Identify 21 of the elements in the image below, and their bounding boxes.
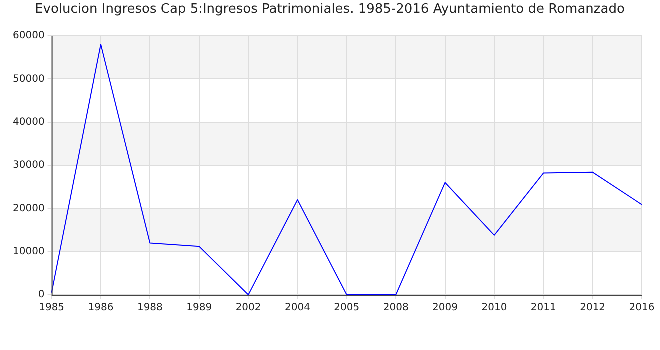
y-tick-label: 20000: [13, 203, 45, 214]
y-tick-label: 10000: [13, 246, 45, 258]
y-tick-label: 60000: [13, 30, 45, 42]
x-tick-label: 2008: [383, 302, 409, 314]
x-tick-label: 2005: [334, 302, 360, 314]
x-tick-label: 1989: [186, 302, 212, 314]
y-tick-label: 0: [38, 290, 45, 301]
x-tick-label: 2011: [530, 302, 556, 314]
x-tick-label: 1986: [88, 302, 114, 314]
y-tick-label: 30000: [13, 160, 45, 172]
chart-title: Evolucion Ingresos Cap 5:Ingresos Patrimoniales. 1985-2016 Ayuntamiento de Romanzado: [34, 2, 626, 17]
x-tick-label: 2002: [236, 302, 262, 314]
y-tick-label: 40000: [13, 116, 45, 128]
x-tick-label: 1985: [39, 302, 65, 314]
x-tick-label: 2004: [284, 302, 310, 314]
x-tick-label: 2016: [629, 302, 655, 314]
x-tick-label: 2012: [580, 302, 606, 314]
x-tick-label: 2009: [432, 302, 458, 314]
x-tick-label: 2010: [482, 302, 508, 314]
y-tick-label: 50000: [13, 74, 45, 85]
x-tick-label: 1988: [137, 302, 163, 314]
